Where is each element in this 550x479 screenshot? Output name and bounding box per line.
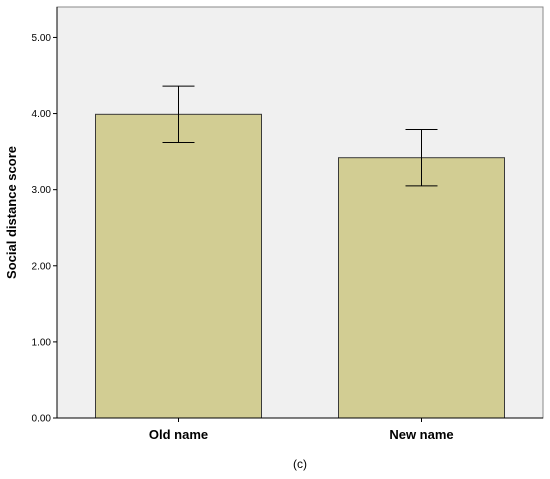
x-tick-label: Old name bbox=[149, 427, 208, 442]
x-tick-label: New name bbox=[389, 427, 453, 442]
y-tick-label: 4.00 bbox=[32, 109, 52, 120]
bar-old-name bbox=[95, 113, 262, 419]
y-tick-label: 5.00 bbox=[32, 33, 52, 44]
x-axis: Old name New name bbox=[57, 417, 543, 442]
y-tick-label: 2.00 bbox=[32, 261, 52, 272]
y-tick-label: 0.00 bbox=[32, 414, 52, 425]
error-bar bbox=[162, 85, 195, 143]
y-tick-label: 3.00 bbox=[32, 185, 52, 196]
bar-new-name bbox=[338, 157, 505, 419]
figure-caption: (c) bbox=[293, 457, 307, 471]
y-axis-label: Social distance score bbox=[4, 146, 19, 279]
y-axis: 0.00 1.00 2.00 3.00 4.00 5.00 bbox=[32, 7, 58, 425]
y-tick-label: 1.00 bbox=[32, 337, 52, 348]
error-bars-group bbox=[162, 85, 438, 187]
error-bar bbox=[405, 129, 438, 187]
